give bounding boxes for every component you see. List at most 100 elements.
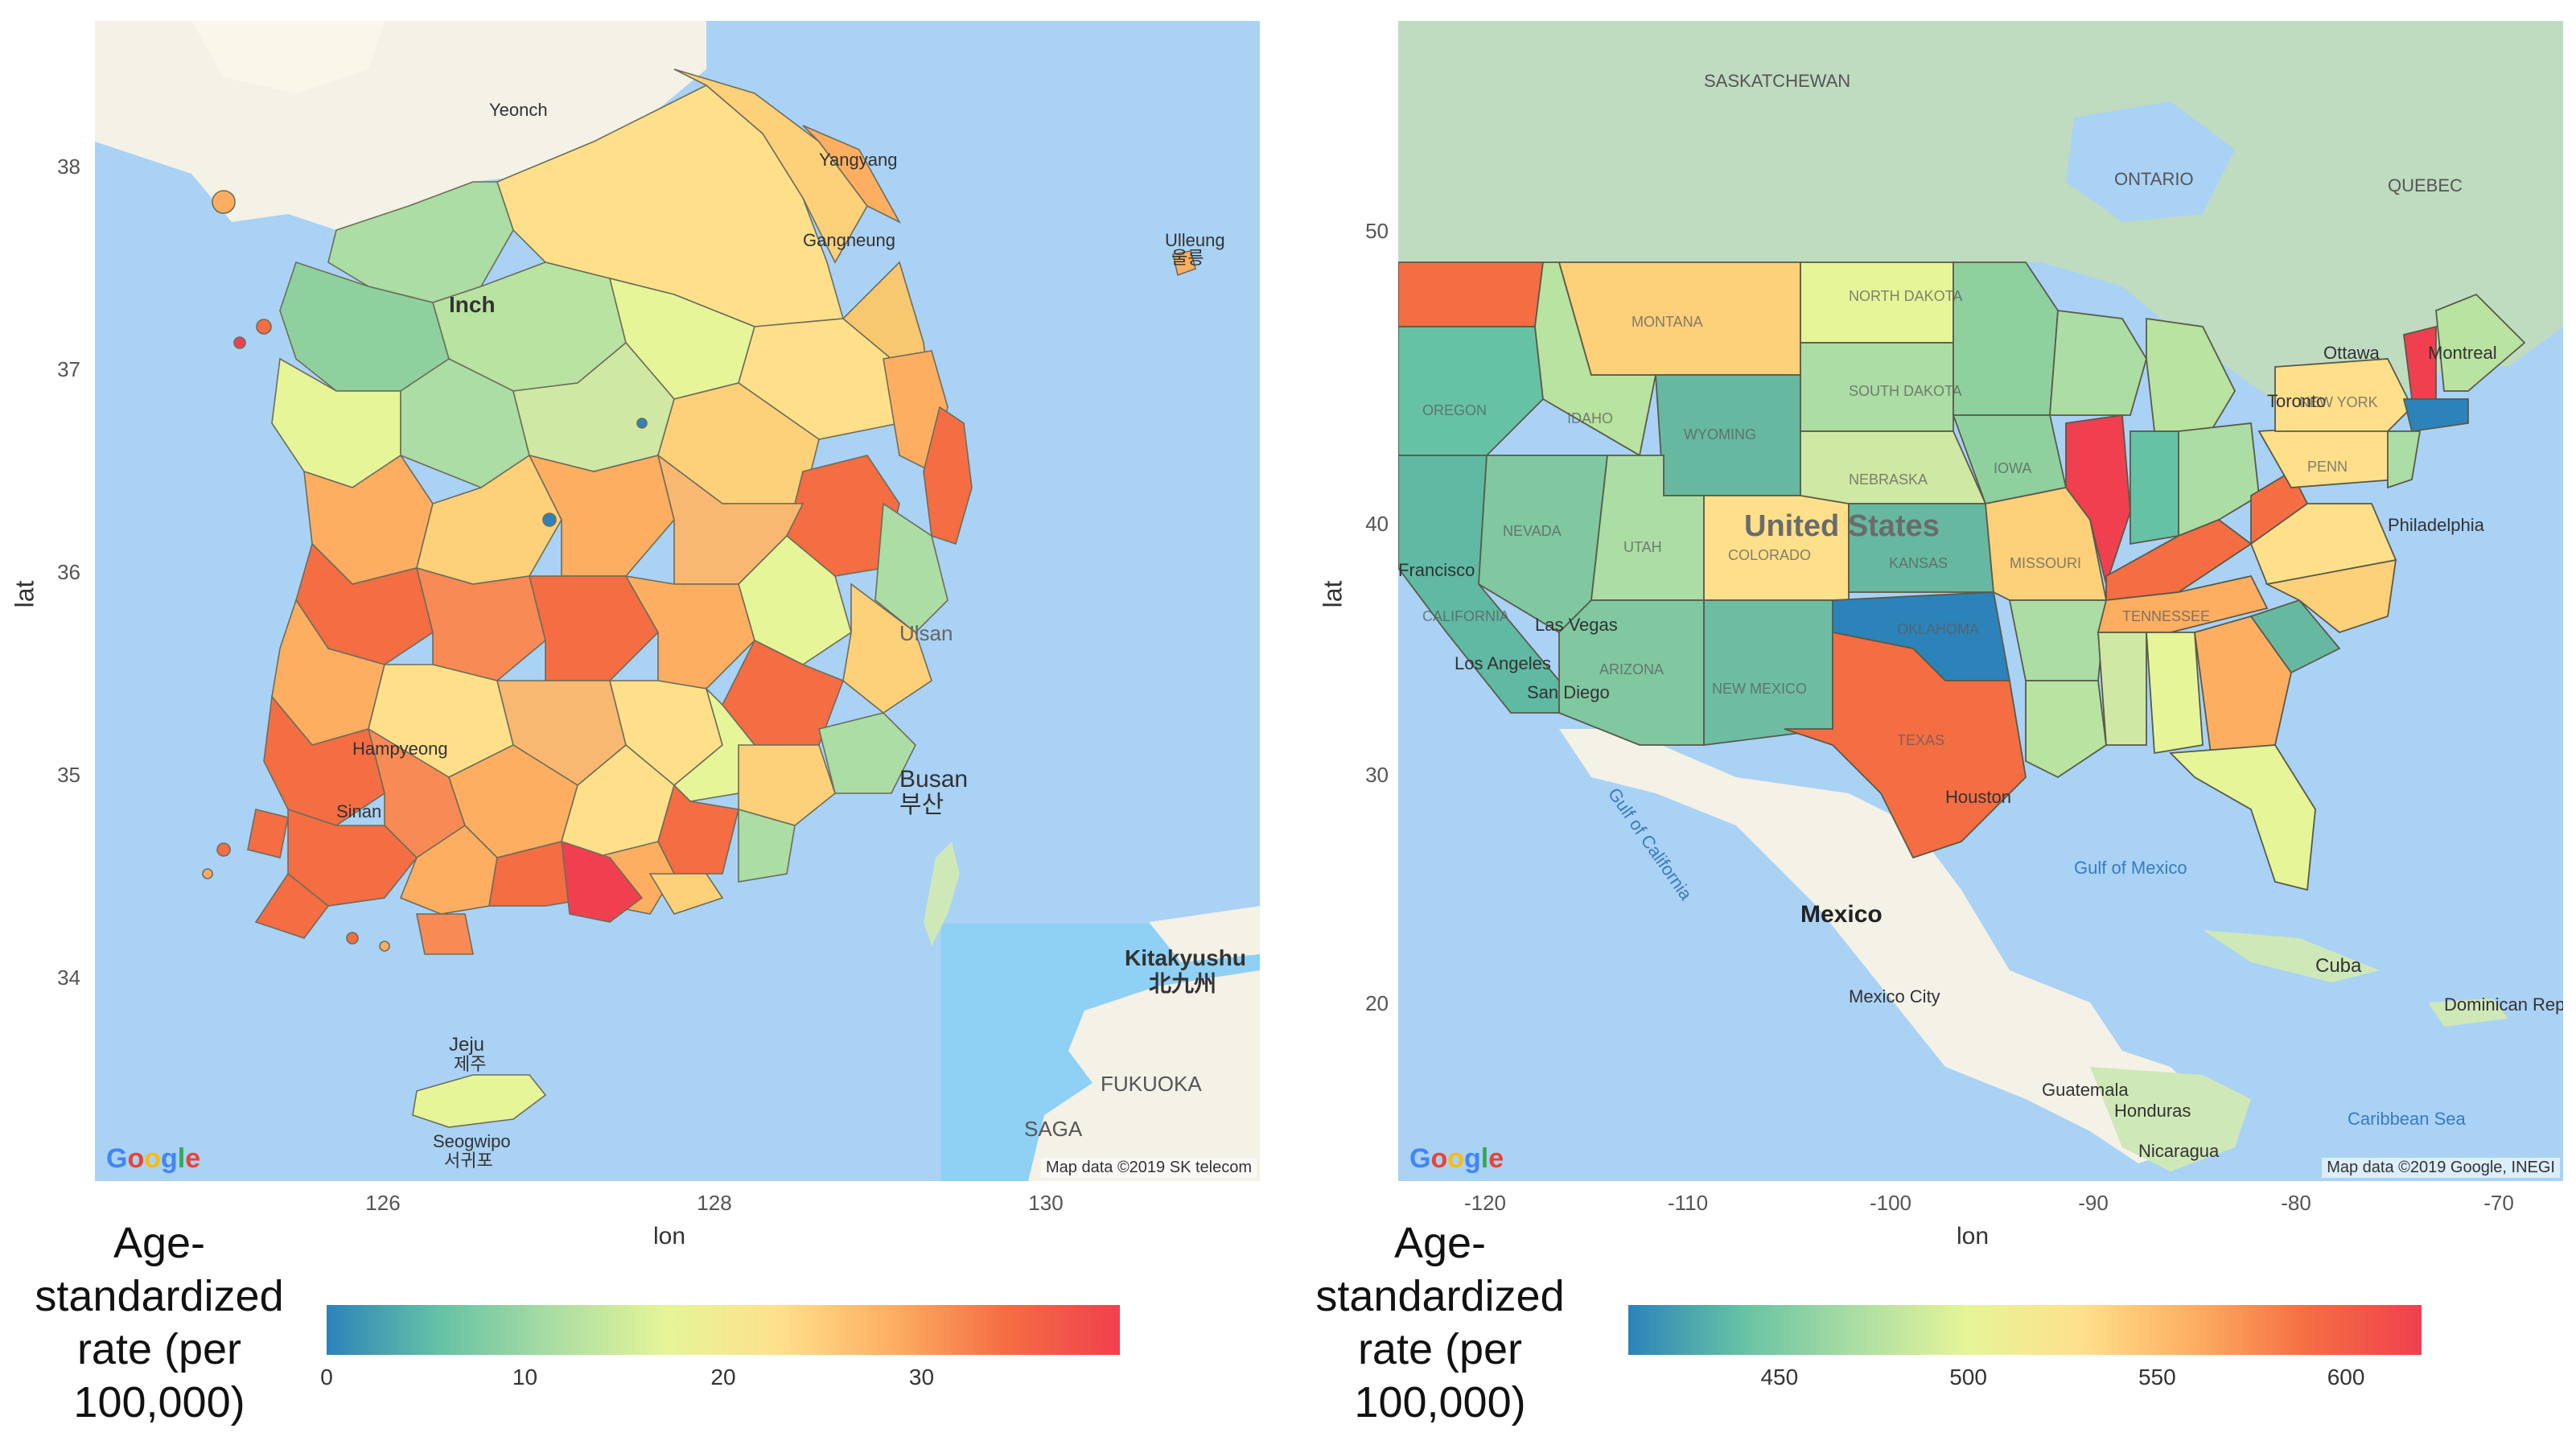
island bbox=[256, 319, 272, 335]
district bbox=[327, 181, 514, 303]
place-label: Honduras bbox=[2114, 1101, 2191, 1121]
state-label: NEW MEXICO bbox=[1712, 681, 1807, 697]
district bbox=[673, 68, 868, 264]
state-georgia bbox=[2194, 615, 2292, 755]
state-nebraska bbox=[1800, 430, 1987, 504]
district bbox=[416, 913, 474, 955]
usa-y-axis-title: lat bbox=[1318, 580, 1348, 608]
state-label: TEXAS bbox=[1897, 732, 1944, 748]
usa-x-tick: -80 bbox=[2281, 1191, 2311, 1215]
state-massachusetts bbox=[2402, 398, 2469, 433]
state-label: SOUTH DAKOTA bbox=[1849, 383, 1962, 399]
mexico-land bbox=[1559, 729, 2203, 1163]
state-arkansas bbox=[2008, 599, 2107, 681]
state-label: OKLAHOMA bbox=[1897, 621, 1979, 637]
korea-x-axis-title: lon bbox=[653, 1223, 686, 1249]
district bbox=[673, 686, 755, 802]
usa-x-tick: -90 bbox=[2078, 1191, 2109, 1215]
google-logo-letter: o bbox=[144, 1143, 162, 1174]
state-label: UTAH bbox=[1623, 539, 1662, 555]
place-label: Inch bbox=[449, 292, 496, 317]
honshu-land bbox=[1149, 906, 1260, 962]
map-attribution: Map data ©2019 Google, INEGI bbox=[2322, 1158, 2560, 1178]
state-label: KANSAS bbox=[1889, 555, 1948, 571]
place-label: Cuba bbox=[2315, 955, 2362, 977]
district bbox=[818, 712, 916, 794]
place-label: Ulsan bbox=[899, 621, 953, 645]
place-label: United States bbox=[1744, 509, 1940, 543]
district bbox=[528, 454, 675, 577]
usa-map[interactable]: SASKATCHEWAN ONTARIO QUEBEC Ottawa Montr… bbox=[1398, 21, 2563, 1181]
place-label: Toronto bbox=[2267, 391, 2326, 411]
district bbox=[738, 744, 836, 826]
place-label: Mexico bbox=[1800, 901, 1883, 928]
google-logo: Google bbox=[106, 1143, 200, 1175]
korea-x-tick: 128 bbox=[697, 1191, 732, 1215]
korea-place-labels: Yeonch Yangyang Gangneung Ulleung 울릉 Inc… bbox=[336, 100, 1246, 1171]
korea-map[interactable]: Yeonch Yangyang Gangneung Ulleung 울릉 Inc… bbox=[95, 21, 1260, 1181]
usa-y-tick: 40 bbox=[1365, 512, 1389, 536]
place-label: FUKUOKA bbox=[1101, 1072, 1202, 1096]
place-label: Yeonch bbox=[489, 100, 548, 120]
usa-legend-tick: 500 bbox=[1949, 1365, 1987, 1389]
kyushu-land bbox=[1028, 970, 1260, 1181]
island bbox=[233, 336, 246, 349]
district bbox=[263, 695, 385, 826]
state-indiana bbox=[2130, 430, 2179, 545]
central-america-land bbox=[2090, 1067, 2251, 1171]
google-logo-letter: G bbox=[1409, 1143, 1431, 1174]
usa-legend-colorbar bbox=[1628, 1305, 2422, 1355]
korea-choropleth bbox=[202, 68, 1196, 1128]
island bbox=[346, 932, 359, 945]
place-label: Kitakyushu bbox=[1125, 945, 1246, 970]
district bbox=[254, 872, 330, 939]
state-mississippi bbox=[2097, 632, 2147, 746]
state-label: MISSOURI bbox=[2010, 555, 2081, 571]
place-label: Ulleung bbox=[1165, 230, 1225, 250]
usa-choropleth bbox=[1398, 261, 2526, 891]
district bbox=[874, 502, 949, 634]
canada-land bbox=[1398, 21, 2563, 407]
district bbox=[802, 125, 901, 224]
place-label: Houston bbox=[1945, 787, 2011, 807]
island bbox=[212, 190, 236, 214]
district-low-rate bbox=[636, 418, 648, 429]
usa-map-canvas: SASKATCHEWAN ONTARIO QUEBEC Ottawa Montr… bbox=[1398, 21, 2563, 1181]
usa-place-labels: SASKATCHEWAN ONTARIO QUEBEC Ottawa Montr… bbox=[1398, 71, 2563, 1161]
place-label: 부산 bbox=[899, 792, 944, 818]
state-florida bbox=[2168, 744, 2316, 891]
korea-legend-tick: 10 bbox=[512, 1365, 538, 1389]
place-label: Las Vegas bbox=[1535, 615, 1618, 635]
place-label: 울릉 bbox=[1171, 248, 1204, 268]
cuba-land bbox=[2203, 930, 2380, 982]
korea-panel: lat 38 37 36 35 34 bbox=[0, 0, 1287, 1445]
place-label: Busan bbox=[899, 766, 968, 792]
usa-legend-tick: 450 bbox=[1760, 1365, 1799, 1389]
google-logo-letter: l bbox=[1480, 1143, 1489, 1174]
place-label: Yangyang bbox=[819, 150, 897, 170]
state-washington bbox=[1398, 261, 1545, 327]
state-maine-nh bbox=[2435, 293, 2526, 392]
korea-legend-tick: 0 bbox=[320, 1365, 333, 1389]
usa-y-tick: 50 bbox=[1365, 219, 1389, 243]
place-label: Gangneung bbox=[803, 230, 895, 250]
state-label: ARIZONA bbox=[1599, 661, 1664, 677]
district bbox=[561, 840, 644, 923]
google-logo-letter: e bbox=[1488, 1143, 1504, 1174]
state-label: IOWA bbox=[1994, 460, 2031, 476]
state-south-carolina bbox=[2249, 599, 2341, 674]
place-label: Montreal bbox=[2428, 343, 2497, 363]
place-label: 서귀포 bbox=[444, 1151, 493, 1171]
usa-legend-tick: 550 bbox=[2138, 1365, 2176, 1389]
korea-y-tick: 35 bbox=[57, 763, 80, 787]
place-label: ONTARIO bbox=[2114, 169, 2194, 189]
district-low-rate bbox=[542, 513, 557, 527]
state-label: WYOMING bbox=[1684, 426, 1756, 443]
place-label: QUEBEC bbox=[2388, 175, 2463, 196]
korea-legend-colorbar bbox=[327, 1305, 1120, 1355]
place-label: Caribbean Sea bbox=[2348, 1109, 2467, 1129]
district bbox=[415, 566, 546, 681]
korea-x-tick: 130 bbox=[1028, 1191, 1064, 1215]
tsushima-island bbox=[924, 842, 960, 946]
place-label: Guatemala bbox=[2042, 1080, 2129, 1100]
